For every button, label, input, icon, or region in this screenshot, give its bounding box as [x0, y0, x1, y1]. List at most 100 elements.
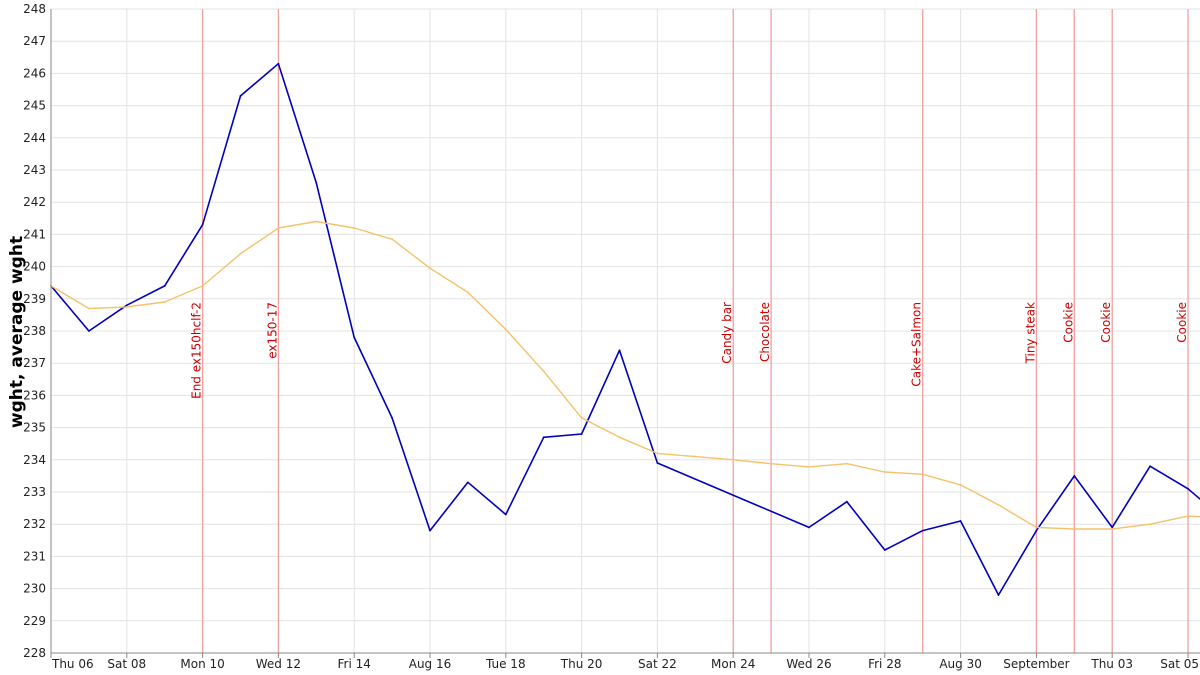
y-tick-label: 232	[23, 517, 46, 531]
event-label: Candy bar	[720, 302, 734, 364]
wght-point	[429, 529, 431, 532]
wght-point	[1187, 487, 1189, 490]
average-wght-point	[542, 370, 545, 373]
average-wght-point	[921, 473, 924, 476]
x-tick-label: September	[1003, 657, 1069, 671]
average-wght-point	[846, 462, 848, 465]
wght-point	[618, 349, 621, 352]
y-tick-label: 242	[23, 195, 46, 209]
average-wght-point	[1111, 528, 1114, 530]
y-tick-label: 245	[23, 99, 46, 113]
event-label: Tiny steak	[1023, 302, 1037, 365]
average-wght-point	[277, 227, 280, 229]
average-wght-point	[429, 267, 431, 270]
y-tick-label: 243	[23, 163, 46, 177]
wght-point	[997, 594, 1000, 596]
wght-point	[315, 181, 318, 184]
average-wght-point	[504, 328, 507, 331]
x-tick-label: Fri 28	[868, 657, 901, 671]
y-tick-label: 239	[23, 292, 46, 306]
wght-point	[580, 433, 583, 435]
average-wght-point	[201, 285, 204, 287]
wght-point	[542, 436, 545, 439]
average-wght-point	[315, 220, 318, 223]
average-wght-point	[770, 462, 772, 465]
average-wght-point	[959, 484, 962, 486]
wght-point	[88, 330, 90, 332]
average-wght-point	[353, 227, 356, 229]
event-label: ex150-17	[265, 302, 279, 359]
y-tick-label: 247	[23, 34, 46, 48]
x-tick-label: Wed 26	[786, 657, 831, 671]
event-markers: End ex150hclf-2 ex150-17 Candy bar Chocolat…	[190, 9, 1189, 653]
average-wght-point	[618, 436, 621, 439]
average-wght-point	[732, 458, 735, 461]
average-wght-point	[391, 238, 393, 241]
y-tick-label: 248	[23, 2, 46, 16]
wght-point	[656, 462, 659, 464]
series-average-wght-line	[50, 220, 1200, 530]
x-tick-label: Tue 18	[485, 657, 526, 671]
x-tick-label: Mon 24	[711, 657, 755, 671]
y-tick-label: 246	[23, 66, 46, 80]
event-label: End ex150hclf-2	[190, 302, 204, 399]
wght-point	[1111, 526, 1114, 529]
y-tick-label: 244	[23, 131, 46, 145]
y-tick-label: 238	[23, 324, 46, 338]
x-tick-label: Thu 06	[51, 657, 94, 671]
wght-point	[846, 500, 848, 503]
wght-point	[239, 95, 242, 97]
wght-point	[201, 223, 204, 226]
event-label: Cookie	[1099, 302, 1113, 343]
average-wght-point	[1073, 528, 1076, 530]
event-label: Chocolate	[758, 302, 772, 362]
x-tick-label: Wed 12	[256, 657, 301, 671]
x-tick-label: Aug 16	[409, 657, 452, 671]
wght-point	[808, 526, 810, 529]
average-wght-point	[1035, 526, 1038, 529]
y-tick-label: 229	[23, 614, 46, 628]
wght-point	[125, 304, 128, 307]
x-tick-label: Fri 14	[338, 657, 371, 671]
wght-point	[1035, 529, 1038, 532]
x-tick-label: Mon 10	[180, 657, 224, 671]
wght-point	[391, 417, 393, 419]
y-tick-label: 235	[23, 421, 46, 435]
average-wght-point	[883, 471, 886, 473]
y-tick-label: 231	[23, 549, 46, 563]
wght-point	[163, 285, 166, 287]
y-axis-label: wght, average wght	[7, 236, 27, 428]
y-tick-label: 236	[23, 388, 46, 402]
average-wght-point	[88, 307, 90, 310]
average-wght-point	[997, 503, 1000, 506]
average-wght-point	[1187, 515, 1189, 518]
wght-point	[1149, 465, 1151, 468]
average-wght-point	[656, 452, 659, 455]
event-label: Cookie	[1061, 302, 1075, 343]
wght-point	[883, 549, 886, 551]
average-wght-point	[125, 305, 128, 308]
wght-point	[467, 481, 469, 484]
average-wght-point	[1149, 523, 1151, 526]
axes	[50, 9, 1200, 658]
wght-point	[353, 336, 356, 339]
x-tick-label: Sat 05	[1160, 657, 1199, 671]
y-tick-label: 230	[23, 582, 46, 596]
average-wght-point	[239, 252, 242, 255]
x-tick-label: Aug 30	[939, 657, 982, 671]
y-tick-label: 240	[23, 260, 46, 274]
y-tick-label: 237	[23, 356, 46, 370]
tick-labels: 228 229 230 231 232 233 234 235 236 237 238 239 240 2…	[23, 2, 1199, 671]
average-wght-point	[580, 417, 583, 419]
y-tick-label: 228	[23, 646, 46, 660]
wght-point	[277, 62, 280, 65]
y-tick-label: 233	[23, 485, 46, 499]
x-tick-label: Thu 20	[560, 657, 603, 671]
series-lines	[50, 62, 1200, 596]
x-tick-label: Sat 08	[107, 657, 146, 671]
wght-point	[959, 520, 962, 522]
average-wght-point	[694, 455, 697, 458]
wght-point	[921, 529, 924, 532]
x-tick-label: Thu 03	[1090, 657, 1133, 671]
